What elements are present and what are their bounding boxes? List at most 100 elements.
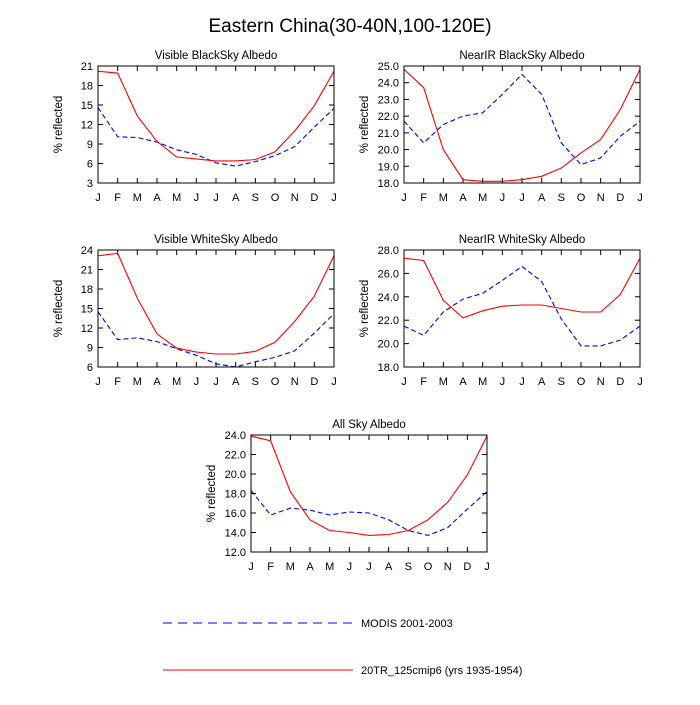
x-tick-label: J [637, 192, 643, 204]
y-tick-label: 18 [81, 81, 93, 93]
x-tick-label: N [291, 376, 299, 388]
x-tick-label: F [420, 192, 427, 204]
y-tick-label: 9 [87, 139, 93, 151]
x-tick-label: F [114, 376, 121, 388]
x-tick-label: S [558, 376, 565, 388]
panel-1: Visible BlackSky Albedo % reflected 3 6 9 12 1… [53, 50, 337, 204]
x-tick-label: J [95, 376, 101, 388]
y-tick-label: 18.0 [378, 178, 399, 190]
x-tick-label: J [95, 192, 101, 204]
x-tick-label: J [347, 561, 353, 573]
x-tick-label: J [401, 376, 407, 388]
series-line-model [250, 435, 488, 536]
y-tick-label: 24.0 [225, 430, 246, 442]
x-tick-label: A [459, 376, 467, 388]
x-tick-label: J [213, 376, 219, 388]
y-tick-label: 22.0 [225, 450, 246, 462]
x-tick-label: M [439, 376, 448, 388]
x-tick-label: A [385, 561, 393, 573]
x-tick-label: F [267, 561, 274, 573]
x-tick-label: O [577, 376, 586, 388]
y-tick-label: 21 [81, 61, 93, 73]
y-tick-label: 15 [81, 304, 93, 316]
x-tick-label: M [478, 192, 487, 204]
panel-3: Visible WhiteSky Albedo % reflected 6 9 12 15… [53, 234, 337, 388]
y-tick-label: 18.0 [378, 362, 399, 374]
x-tick-label: J [194, 192, 200, 204]
x-tick-label: M [439, 192, 448, 204]
x-tick-label: M [286, 561, 295, 573]
y-tick-label: 22.0 [378, 111, 399, 123]
x-tick-label: M [133, 376, 142, 388]
x-tick-label: A [153, 376, 161, 388]
x-tick-label: J [484, 561, 490, 573]
x-tick-label: D [463, 561, 471, 573]
figure-title: Eastern China(30-40N,100-120E) [208, 16, 491, 37]
panel-5: All Sky Albedo % reflected 12.0 14.0 16.0 18.… [206, 419, 490, 573]
x-tick-label: O [424, 561, 433, 573]
series-line-modis [403, 73, 641, 166]
x-tick-label: O [577, 192, 586, 204]
x-tick-label: N [597, 192, 605, 204]
x-tick-label: J [637, 376, 643, 388]
x-tick-label: J [366, 561, 372, 573]
plot-frame [250, 434, 488, 553]
legend-label-modis: MODIS 2001-2003 [361, 618, 453, 630]
panels: Visible BlackSky Albedo % reflected 3 6 9 12 1… [53, 50, 643, 573]
plot-frame [403, 65, 641, 184]
x-tick-label: N [291, 192, 299, 204]
plot-frame [403, 249, 641, 368]
x-tick-label: J [500, 376, 506, 388]
legend-label-model: 20TR_125cmip6 (yrs 1935-1954) [361, 665, 522, 677]
x-tick-label: F [420, 376, 427, 388]
x-tick-label: N [597, 376, 605, 388]
y-tick-label: 19.0 [378, 161, 399, 173]
x-tick-label: S [252, 192, 259, 204]
y-axis-label: % reflected [53, 96, 65, 154]
x-tick-label: D [616, 376, 624, 388]
series-line-modis [97, 107, 335, 167]
y-tick-label: 18 [81, 284, 93, 296]
y-tick-label: 18.0 [225, 489, 246, 501]
x-tick-label: M [172, 192, 181, 204]
y-tick-label: 24 [81, 245, 93, 257]
y-tick-label: 21 [81, 265, 93, 277]
series-line-model [97, 70, 335, 162]
x-tick-label: J [519, 376, 525, 388]
x-tick-label: M [478, 376, 487, 388]
x-tick-label: O [271, 376, 280, 388]
plot-frame [97, 65, 335, 184]
x-tick-label: A [232, 376, 240, 388]
x-tick-label: A [153, 192, 161, 204]
y-tick-label: 21.0 [378, 128, 399, 140]
y-tick-label: 16.0 [225, 508, 246, 520]
x-tick-label: N [444, 561, 452, 573]
x-tick-label: A [538, 192, 546, 204]
y-tick-label: 20.0 [378, 145, 399, 157]
series-line-modis [250, 490, 488, 536]
y-tick-label: 24.0 [378, 292, 399, 304]
x-tick-label: F [114, 192, 121, 204]
x-tick-label: M [133, 192, 142, 204]
x-tick-label: J [194, 376, 200, 388]
y-tick-label: 25.0 [378, 61, 399, 73]
panel-title: Visible BlackSky Albedo [155, 50, 278, 62]
plot-frame [97, 249, 335, 368]
y-tick-label: 20.0 [225, 469, 246, 481]
panel-title: Visible WhiteSky Albedo [154, 234, 278, 246]
panel-4: NearIR WhiteSky Albedo % reflected 18.0 20.… [359, 234, 643, 388]
x-tick-label: J [519, 192, 525, 204]
x-tick-label: A [459, 192, 467, 204]
y-axis-label: % reflected [359, 96, 371, 154]
y-axis-label: % reflected [206, 465, 218, 523]
panel-title: NearIR WhiteSky Albedo [459, 234, 586, 246]
y-tick-label: 20.0 [378, 339, 399, 351]
x-tick-label: D [616, 192, 624, 204]
x-tick-label: J [331, 192, 337, 204]
x-tick-label: S [558, 192, 565, 204]
y-tick-label: 6 [87, 159, 93, 171]
y-tick-label: 22.0 [378, 315, 399, 327]
y-tick-label: 9 [87, 343, 93, 355]
